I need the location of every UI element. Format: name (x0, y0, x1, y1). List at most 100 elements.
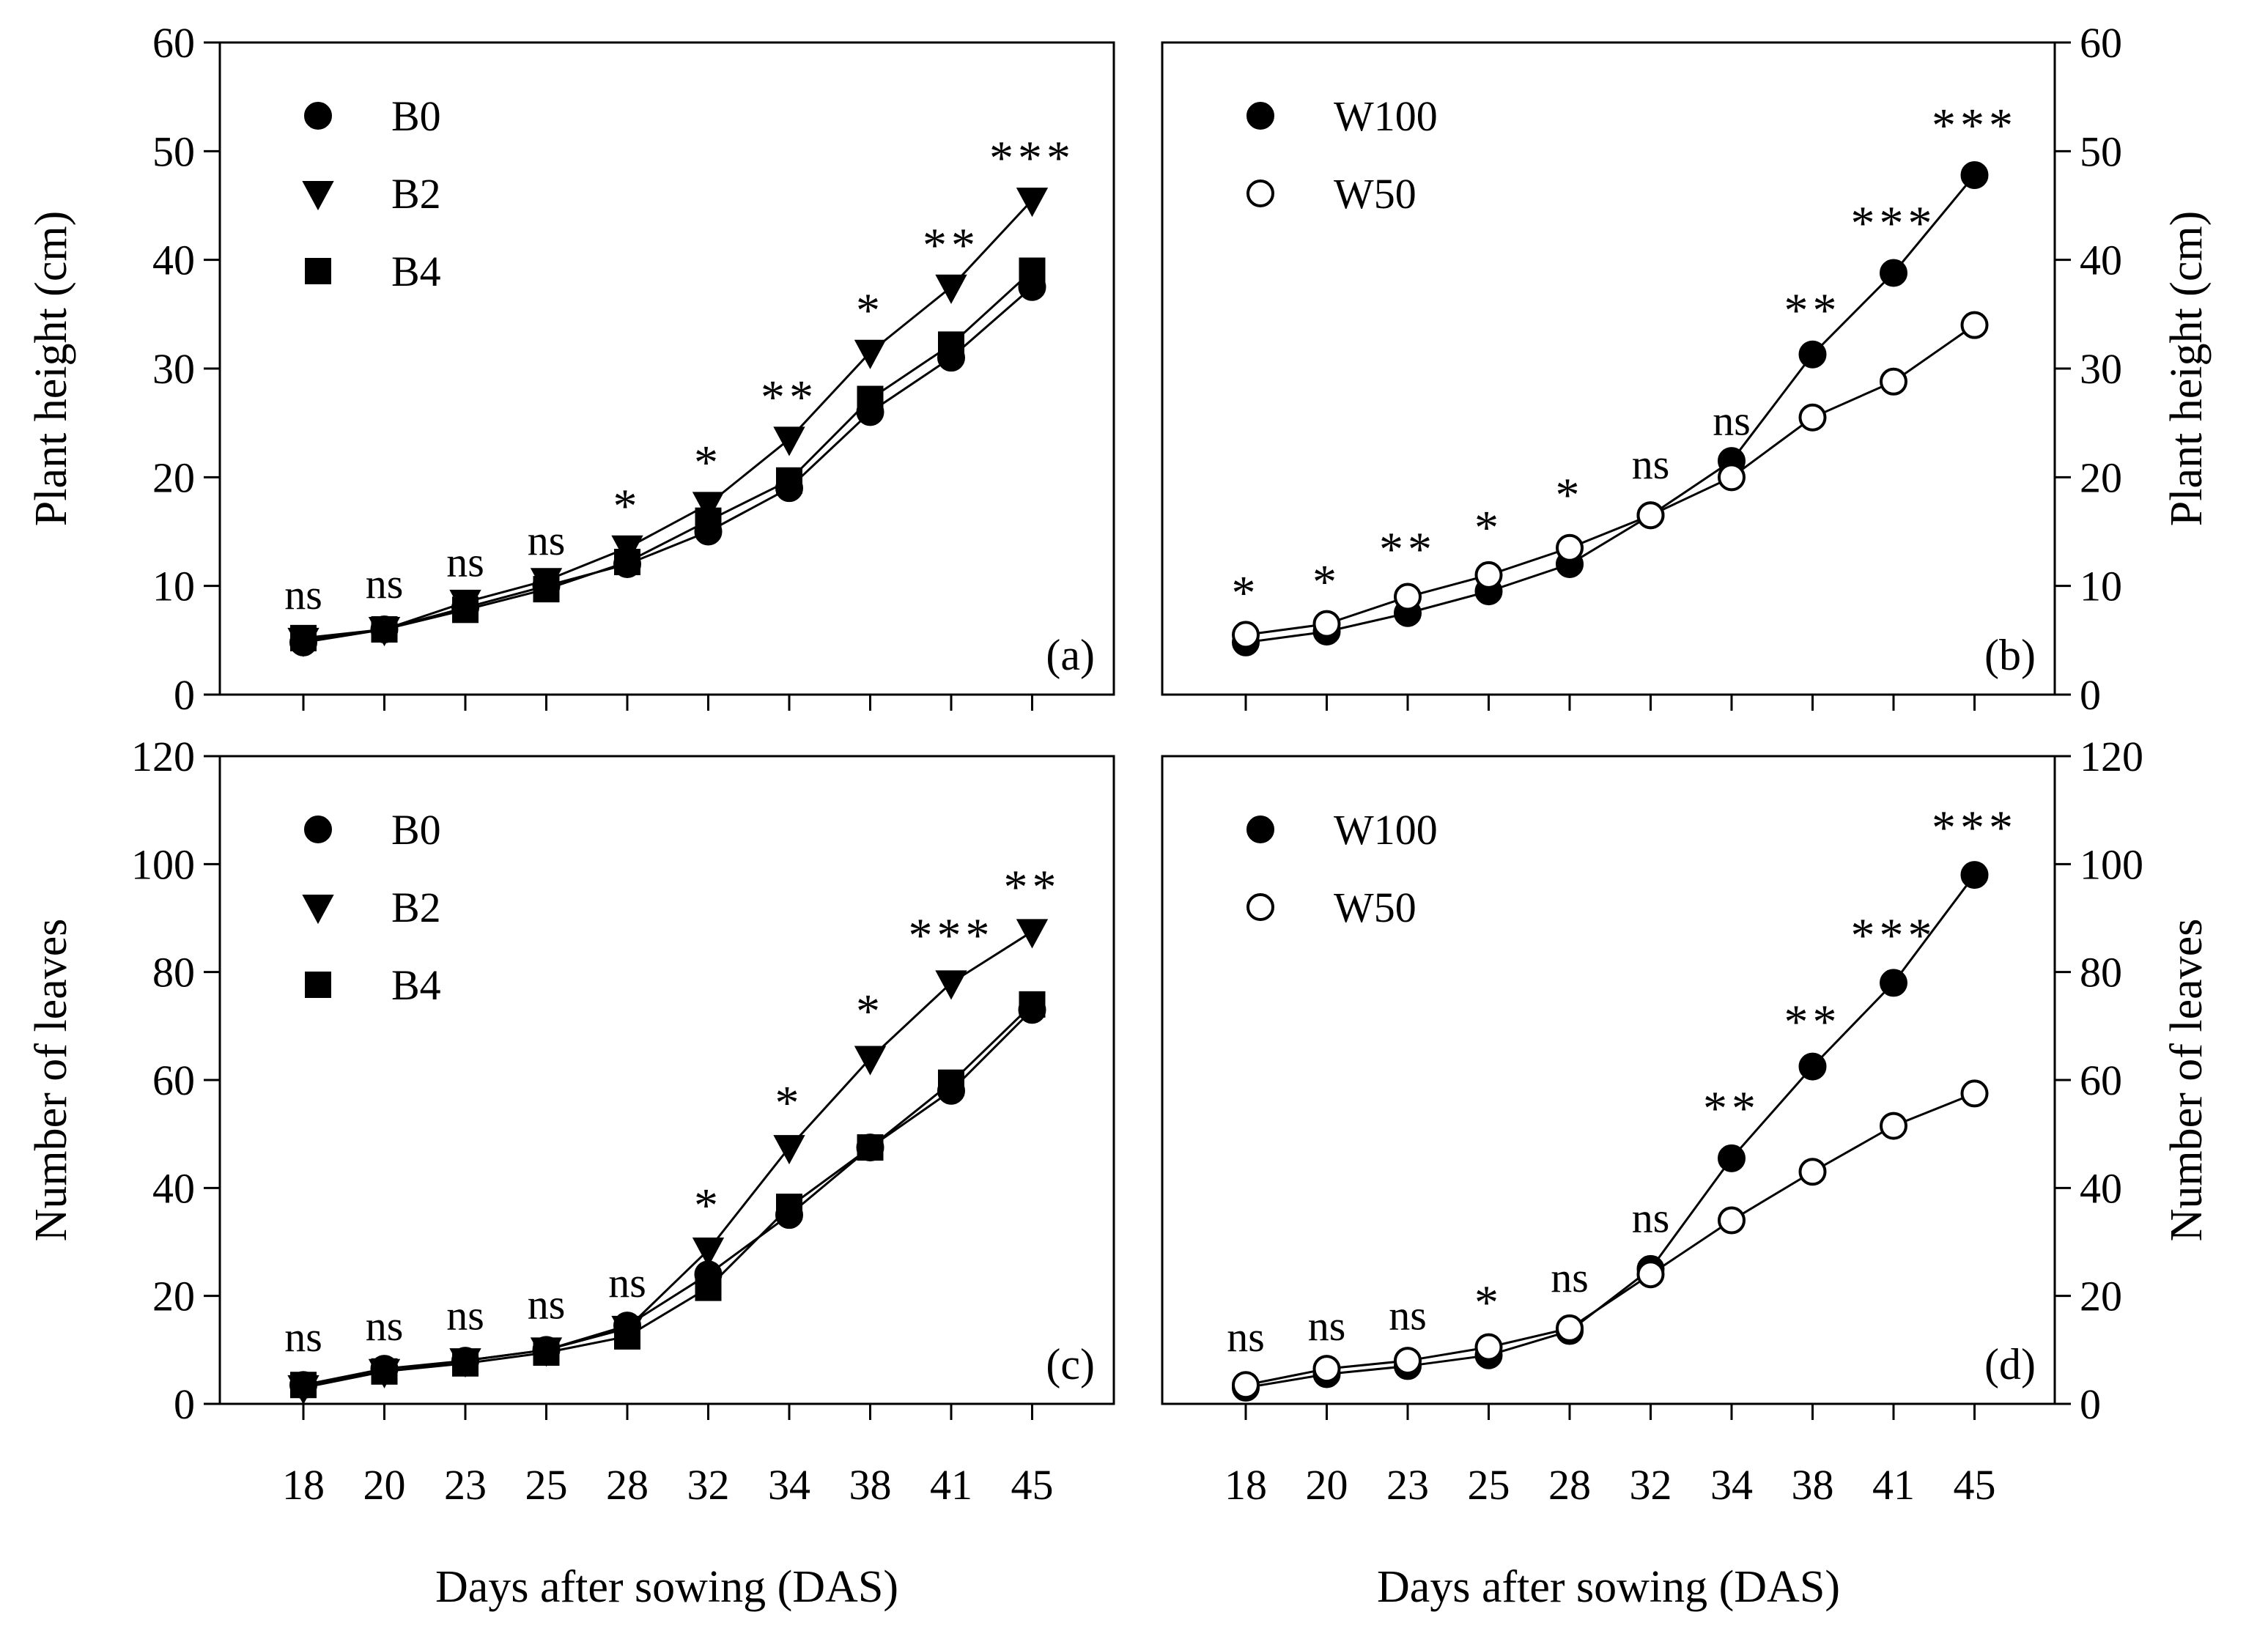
marker-b2 (1016, 188, 1049, 218)
significance-label: ns (366, 560, 404, 607)
significance-label: ns (1713, 397, 1751, 445)
marker-w50 (1960, 1079, 1989, 1108)
marker-b4 (290, 624, 317, 651)
significance-label: ns (528, 517, 566, 564)
legend-label: W50 (1334, 884, 1416, 931)
marker-b4 (371, 1358, 398, 1385)
marker-w100 (1798, 1052, 1827, 1081)
plot-frame (1161, 755, 2056, 1405)
marker-w50 (1960, 311, 1989, 339)
y-tick-label: 60 (2080, 1057, 2122, 1104)
marker-w50 (1718, 1206, 1746, 1235)
y-tick-label: 0 (2080, 1380, 2101, 1428)
legend-label: W50 (1334, 170, 1416, 218)
legend-label: B4 (391, 248, 441, 295)
significance-label: * (1312, 555, 1341, 609)
series-line-b4 (303, 1003, 1033, 1386)
marker-w50 (1880, 1112, 1907, 1140)
significance-label: ns (1308, 1302, 1346, 1350)
significance-label: * (856, 284, 884, 337)
significance-label: ** (1703, 1081, 1760, 1135)
marker-w50 (1556, 533, 1584, 562)
marker-w50-legend (1246, 893, 1274, 921)
marker-w100 (1960, 861, 1989, 890)
marker-w100 (1718, 1144, 1746, 1172)
x-tick-label: 20 (363, 1461, 406, 1509)
x-tick-label: 23 (444, 1461, 487, 1509)
marker-b4 (695, 1274, 722, 1301)
y-tick-label: 30 (2080, 345, 2122, 393)
significance-label: * (694, 436, 723, 489)
marker-b4 (857, 385, 884, 413)
marker-w50 (1312, 1355, 1341, 1383)
marker-b2 (854, 1046, 887, 1076)
x-tick-label: 41 (1872, 1461, 1915, 1509)
x-tick-label: 28 (606, 1461, 649, 1509)
x-tick-label: 34 (768, 1461, 810, 1509)
series-line-w100 (1245, 174, 1976, 644)
marker-w100 (1880, 969, 1907, 997)
y-tick-label: 20 (152, 454, 195, 501)
marker-b2 (935, 274, 967, 304)
y-axis-title: Plant height (cm) (2162, 211, 2212, 526)
marker-w50 (1312, 610, 1341, 638)
y-axis-title: Number of leaves (26, 919, 76, 1242)
marker-b4 (452, 596, 479, 624)
series-line-w50 (1245, 1092, 1976, 1386)
x-tick-label: 32 (687, 1461, 730, 1509)
series-line-w100 (1245, 874, 1976, 1389)
y-tick-label: 10 (2080, 563, 2122, 610)
y-tick-label: 0 (174, 1380, 195, 1428)
significance-label: *** (909, 909, 994, 963)
x-tick-label: 38 (849, 1461, 892, 1509)
y-tick-label: 40 (2080, 237, 2122, 284)
marker-b4 (1019, 257, 1046, 284)
significance-label: ns (1389, 1291, 1427, 1339)
marker-b4 (452, 1350, 479, 1377)
marker-w50 (1474, 561, 1503, 589)
plot-frame (218, 755, 1115, 1405)
x-tick-label: 41 (930, 1461, 972, 1509)
marker-b2 (692, 492, 725, 522)
y-tick-label: 60 (152, 19, 195, 67)
panel-label: (c) (1046, 1340, 1095, 1388)
legend-label: B2 (391, 170, 441, 218)
marker-w50 (1232, 621, 1260, 649)
chart-panel-d: 0 20 40 60 80 100 120 Number of leaves 18 20 23 25 2… (1161, 733, 2212, 1612)
series-line-w50 (1245, 324, 1976, 636)
marker-b2 (773, 1135, 805, 1165)
x-tick-label: 45 (1011, 1461, 1054, 1509)
significance-label: ** (1784, 996, 1842, 1049)
y-tick-label: 80 (2080, 949, 2122, 996)
chart-panel-c: 0 20 40 60 80 100 120 Number of leaves 18 20 23 25 2… (26, 733, 1115, 1612)
legend-label: W100 (1334, 806, 1438, 854)
significance-label: *** (1932, 99, 2017, 152)
y-tick-label: 50 (152, 127, 195, 175)
marker-w100 (1798, 340, 1827, 369)
marker-w100-legend (1246, 102, 1274, 130)
marker-b4 (1019, 991, 1046, 1018)
marker-b2 (854, 339, 887, 369)
significance-label: * (694, 1179, 723, 1232)
x-tick-label: 25 (525, 1461, 568, 1509)
x-axis-title: Days after sowing (DAS) (1377, 1562, 1840, 1612)
marker-b2-legend (302, 181, 334, 211)
significance-label: * (775, 1076, 804, 1130)
marker-w50 (1718, 463, 1746, 492)
marker-b2-legend (302, 895, 334, 925)
marker-w100-legend (1246, 815, 1274, 843)
legend-label: B2 (391, 884, 441, 931)
legend-label: W100 (1334, 92, 1438, 140)
panel-label: (b) (1984, 631, 2036, 679)
marker-b4 (695, 507, 722, 534)
significance-label: * (1474, 501, 1503, 555)
x-tick-label: 38 (1792, 1461, 1834, 1509)
marker-w50 (1636, 1260, 1665, 1289)
series-line-b2 (303, 199, 1033, 642)
plot-frame (218, 41, 1115, 696)
significance-label: ns (1551, 1254, 1589, 1301)
marker-w50 (1556, 1314, 1584, 1342)
x-tick-label: 18 (282, 1461, 325, 1509)
